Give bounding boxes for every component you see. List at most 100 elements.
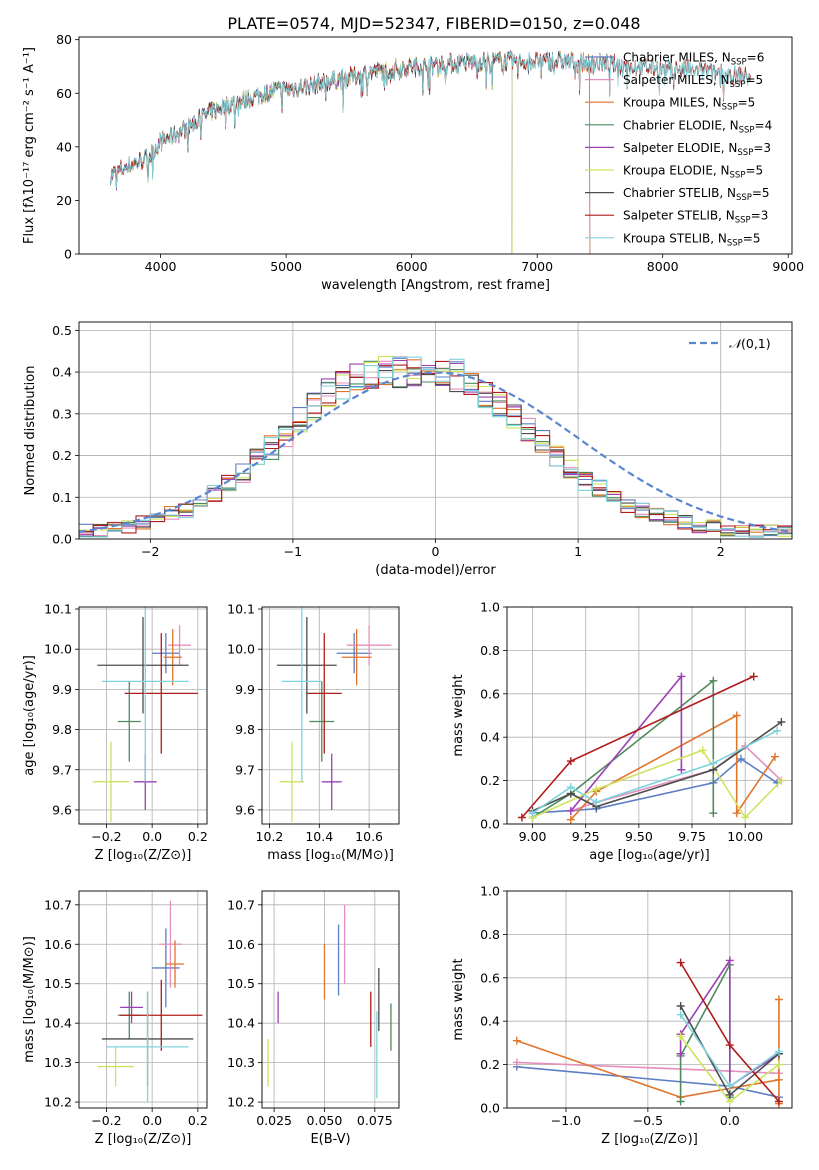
weight-marker xyxy=(676,1002,685,1011)
chart-mass-vs-Z: −0.2 0.0 0.2 10.2 10.3 10.4 10.5 10.6 10.7 Z [log… xyxy=(22,890,208,1147)
x-axis-label: wavelength [Angstrom, rest frame] xyxy=(321,278,550,293)
x-tick-label: 0.075 xyxy=(357,1113,393,1128)
y-tick-label: 10.0 xyxy=(227,642,255,657)
plot-area xyxy=(79,355,792,538)
x-axis-label: Z [log₁₀(Z/Z⊙)] xyxy=(95,848,192,863)
x-tick-label: 0.0 xyxy=(720,1113,740,1128)
axes-frame xyxy=(78,36,793,255)
y-tick-label: 0.5 xyxy=(52,323,72,338)
axes-frame xyxy=(506,606,793,825)
weight-marker xyxy=(736,754,745,763)
y-tick-label: 10.6 xyxy=(227,937,255,952)
y-tick-label: 9.7 xyxy=(235,762,255,777)
y-axis-label: age [log₁₀(age/yr)] xyxy=(22,655,37,776)
weight-marker xyxy=(709,676,718,685)
weight-marker xyxy=(725,1082,734,1091)
x-tick-label: −2 xyxy=(141,544,159,559)
normal-curve xyxy=(79,371,792,533)
axes-frame xyxy=(78,890,208,1109)
y-tick-label: 80 xyxy=(56,32,72,47)
x-tick-label: 5000 xyxy=(270,259,302,274)
x-tick-label: 6000 xyxy=(396,259,428,274)
x-tick-label: 10.4 xyxy=(305,829,333,844)
x-tick-label: 2 xyxy=(717,544,725,559)
x-tick-label: 10.00 xyxy=(727,829,763,844)
chart-weight-vs-age: 9.00 9.25 9.50 9.75 10.00 0.0 0.2 0.4 0.6 0.8 1.0 a… xyxy=(451,600,793,863)
x-tick-label: 0.025 xyxy=(256,1113,292,1128)
weight-marker xyxy=(592,785,601,794)
x-axis-label: Z [log₁₀(Z/Z⊙)] xyxy=(95,1132,192,1147)
x-tick-label: 7000 xyxy=(521,259,553,274)
axes-frame xyxy=(78,606,208,825)
y-tick-label: 0.6 xyxy=(480,970,500,985)
y-tick-label: 0.1 xyxy=(52,490,72,505)
legend-entry: Kroupa ELODIE, NSSP=5 xyxy=(623,164,763,181)
figure-title: PLATE=0574, MJD=52347, FIBERID=0150, z=0… xyxy=(227,14,640,33)
weight-marker xyxy=(528,809,537,818)
plot-area xyxy=(110,49,751,254)
chart-residuals: −2 −1 0 1 2 0.0 0.1 0.2 0.3 0.4 0.5 (data-model)/er… xyxy=(23,321,793,578)
y-tick-label: 1.0 xyxy=(480,884,500,899)
weight-marker xyxy=(698,746,707,755)
y-axis-label: Flux [fλ10⁻¹⁷ erg cm⁻² s⁻¹ A⁻¹] xyxy=(22,47,37,244)
y-tick-label: 0.8 xyxy=(480,643,500,658)
y-tick-label: 9.9 xyxy=(235,682,255,697)
weight-marker xyxy=(676,1097,685,1106)
y-tick-label: 0.0 xyxy=(480,817,500,832)
x-tick-label: 9.00 xyxy=(519,829,547,844)
weight-marker xyxy=(774,1047,783,1056)
weight-marker xyxy=(566,815,575,824)
weight-marker xyxy=(676,1032,685,1041)
y-tick-label: 60 xyxy=(56,86,72,101)
y-tick-label: 9.8 xyxy=(52,722,72,737)
weight-line xyxy=(679,957,780,1088)
axes-frame xyxy=(78,321,793,540)
weight-marker xyxy=(512,1036,521,1045)
y-tick-label: 10.6 xyxy=(44,937,72,952)
axes-frame xyxy=(506,890,793,1109)
x-axis-label: (data-model)/error xyxy=(375,563,496,578)
weight-marker xyxy=(773,726,782,735)
y-tick-label: 10.1 xyxy=(44,602,72,617)
x-tick-label: 4000 xyxy=(145,259,177,274)
y-axis-label: mass weight xyxy=(451,958,466,1040)
plot-area xyxy=(97,900,203,1103)
plot-area xyxy=(92,607,198,822)
x-tick-label: −1 xyxy=(284,544,302,559)
weight-line xyxy=(532,679,715,819)
y-tick-label: 10.7 xyxy=(44,897,72,912)
x-tick-label: 9.25 xyxy=(572,829,600,844)
plot-area xyxy=(512,956,783,1108)
y-tick-label: 0.8 xyxy=(480,927,500,942)
y-axis-label: Normed distribution xyxy=(23,366,38,496)
weight-marker xyxy=(774,1097,783,1106)
y-tick-label: 0.4 xyxy=(52,365,72,380)
legend-entry: 𝒩(0,1) xyxy=(729,336,771,351)
weight-marker xyxy=(709,759,718,768)
x-tick-label: −0.2 xyxy=(91,1113,121,1128)
y-axis-label: mass weight xyxy=(451,674,466,756)
weight-marker xyxy=(566,806,575,815)
weight-marker xyxy=(725,956,734,965)
weight-marker xyxy=(732,711,741,720)
y-tick-label: 10.5 xyxy=(44,976,72,991)
weight-marker xyxy=(677,672,686,681)
y-tick-label: 9.9 xyxy=(52,682,72,697)
x-axis-label: age [log₁₀(age/yr)] xyxy=(589,848,710,863)
x-axis-label: E(B-V) xyxy=(310,1132,350,1147)
weight-line xyxy=(570,674,683,812)
x-tick-label: 10.2 xyxy=(256,829,284,844)
x-axis-label: Z [log₁₀(Z/Z⊙)] xyxy=(601,1132,698,1147)
x-tick-label: 10.6 xyxy=(355,829,383,844)
weight-marker xyxy=(777,776,786,785)
y-tick-label: 0 xyxy=(64,247,72,262)
y-tick-label: 0.3 xyxy=(52,406,72,421)
weight-marker xyxy=(732,809,741,818)
histogram-steps xyxy=(79,356,792,538)
x-tick-label: −0.2 xyxy=(91,829,121,844)
y-tick-label: 0.2 xyxy=(480,1057,500,1072)
weight-marker xyxy=(677,765,686,774)
weight-marker xyxy=(517,813,526,822)
y-tick-label: 20 xyxy=(56,193,72,208)
